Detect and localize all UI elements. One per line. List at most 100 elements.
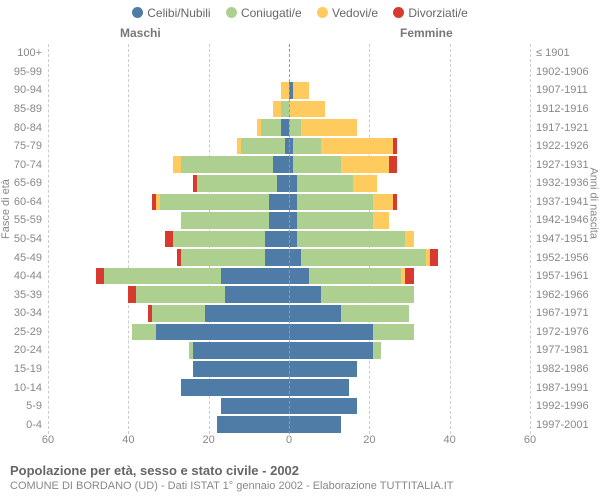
- male-bar: [48, 231, 289, 248]
- bar-segment: [221, 398, 289, 415]
- bar-segment: [165, 231, 173, 248]
- bar-segment: [136, 286, 224, 303]
- bar-segment: [289, 379, 349, 396]
- male-bar: [48, 286, 289, 303]
- bar-segment: [177, 249, 181, 266]
- bar-segment: [156, 324, 289, 341]
- bar-segment: [289, 305, 341, 322]
- bar-segment: [289, 212, 297, 229]
- male-bar: [48, 194, 289, 211]
- x-tick: 20: [203, 434, 215, 446]
- female-bar: [289, 361, 530, 378]
- male-bar: [48, 45, 289, 62]
- bar-segment: [293, 156, 341, 173]
- bar-segment: [261, 119, 281, 136]
- age-label: 65-69: [0, 178, 42, 189]
- x-tick: 60: [524, 434, 536, 446]
- bar-segment: [430, 249, 438, 266]
- birth-year-label: 1937-1941: [536, 197, 600, 208]
- bar-segment: [273, 156, 289, 173]
- age-label: 95-99: [0, 67, 42, 78]
- birth-year-label: 1982-1986: [536, 364, 600, 375]
- x-tick: 40: [444, 434, 456, 446]
- age-label: 90-94: [0, 85, 42, 96]
- bar-segment: [297, 231, 405, 248]
- bar-segment: [293, 138, 321, 155]
- x-axis: 6040200204060: [48, 434, 530, 450]
- legend: Celibi/Nubili Coniugati/e Vedovi/e Divor…: [0, 6, 600, 20]
- plot-area: Fasce di età Anni di nascita 60402002040…: [0, 44, 600, 434]
- birth-year-label: 1932-1936: [536, 178, 600, 189]
- bar-segment: [237, 138, 241, 155]
- female-bar: [289, 379, 530, 396]
- bar-segment: [205, 305, 289, 322]
- female-bar: [289, 342, 530, 359]
- male-bar: [48, 212, 289, 229]
- bar-segment: [269, 194, 289, 211]
- bar-segment: [341, 156, 389, 173]
- birth-year-label: 1967-1971: [536, 308, 600, 319]
- bar-segment: [152, 305, 204, 322]
- bar-segment: [173, 156, 181, 173]
- birth-year-label: 1992-1996: [536, 401, 600, 412]
- birth-year-label: 1952-1956: [536, 253, 600, 264]
- bar-segment: [393, 138, 397, 155]
- age-label: 60-64: [0, 197, 42, 208]
- female-bar: [289, 416, 530, 433]
- birth-year-label: 1972-1976: [536, 327, 600, 338]
- age-label: 55-59: [0, 215, 42, 226]
- male-bar: [48, 101, 289, 118]
- male-bar: [48, 342, 289, 359]
- female-bar: [289, 305, 530, 322]
- male-bar: [48, 398, 289, 415]
- chart-subtitle: COMUNE DI BORDANO (UD) - Dati ISTAT 1° g…: [10, 480, 590, 492]
- age-label: 70-74: [0, 160, 42, 171]
- bar-segment: [193, 361, 289, 378]
- age-label: 5-9: [0, 401, 42, 412]
- male-bar: [48, 119, 289, 136]
- legend-item: Celibi/Nubili: [132, 6, 210, 20]
- age-label: 45-49: [0, 253, 42, 264]
- birth-year-label: 1947-1951: [536, 234, 600, 245]
- bar-segment: [241, 138, 285, 155]
- legend-item: Vedovi/e: [317, 6, 378, 20]
- x-tick: 0: [286, 434, 292, 446]
- male-label: Maschi: [120, 26, 161, 40]
- bar-segment: [189, 342, 193, 359]
- male-bar: [48, 361, 289, 378]
- gridline: [530, 44, 531, 434]
- bar-segment: [289, 324, 373, 341]
- bar-segment: [297, 175, 353, 192]
- bar-segment: [273, 101, 281, 118]
- bar-segment: [281, 101, 289, 118]
- age-label: 25-29: [0, 327, 42, 338]
- female-bar: [289, 194, 530, 211]
- age-label: 35-39: [0, 290, 42, 301]
- x-tick: 40: [122, 434, 134, 446]
- bar-segment: [321, 286, 413, 303]
- female-bar: [289, 212, 530, 229]
- bar-segment: [193, 342, 289, 359]
- bar-segment: [301, 119, 357, 136]
- bar-segment: [297, 194, 373, 211]
- birth-year-label: 1997-2001: [536, 420, 600, 431]
- legend-item: Coniugati/e: [226, 6, 302, 20]
- age-label: 80-84: [0, 123, 42, 134]
- bar-segment: [281, 119, 289, 136]
- bar-segment: [389, 156, 397, 173]
- birth-year-label: 1942-1946: [536, 215, 600, 226]
- male-bar: [48, 138, 289, 155]
- bar-segment: [269, 212, 289, 229]
- male-bar: [48, 64, 289, 81]
- birth-year-label: 1987-1991: [536, 383, 600, 394]
- legend-item: Divorziati/e: [393, 6, 467, 20]
- bar-segment: [148, 305, 152, 322]
- birth-year-label: 1977-1981: [536, 345, 600, 356]
- legend-swatch-vedovi: [317, 7, 328, 18]
- bar-segment: [289, 101, 325, 118]
- age-label: 85-89: [0, 104, 42, 115]
- bar-segment: [217, 416, 289, 433]
- legend-label: Coniugati/e: [241, 6, 302, 20]
- bar-segment: [373, 212, 389, 229]
- bar-segment: [181, 212, 269, 229]
